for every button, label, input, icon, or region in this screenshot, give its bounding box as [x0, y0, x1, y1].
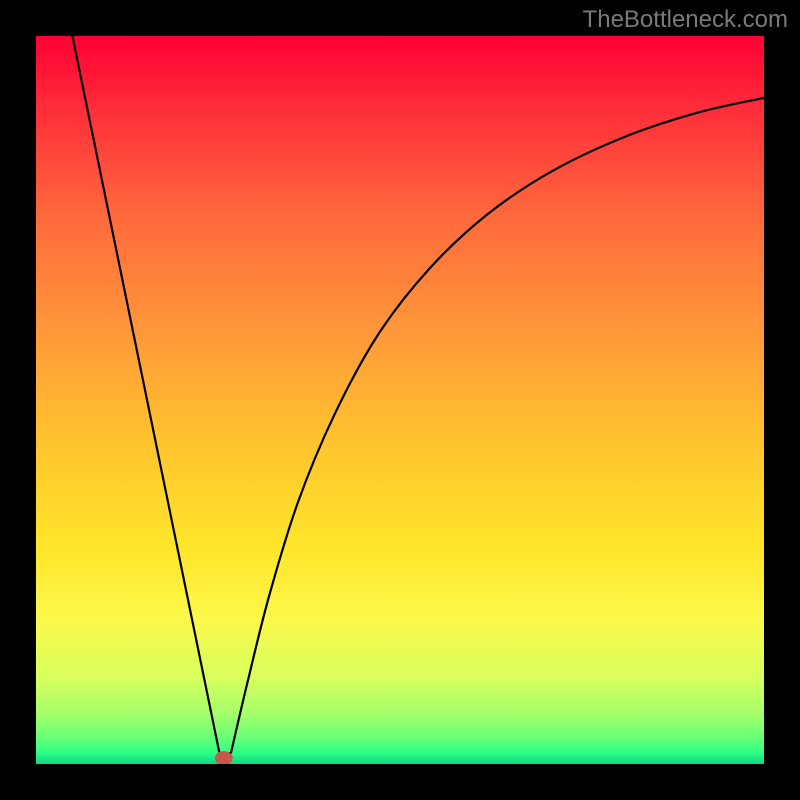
plot-svg — [0, 0, 800, 800]
gradient-background — [36, 36, 764, 764]
watermark-text: TheBottleneck.com — [583, 6, 788, 34]
optimum-marker — [215, 751, 233, 765]
